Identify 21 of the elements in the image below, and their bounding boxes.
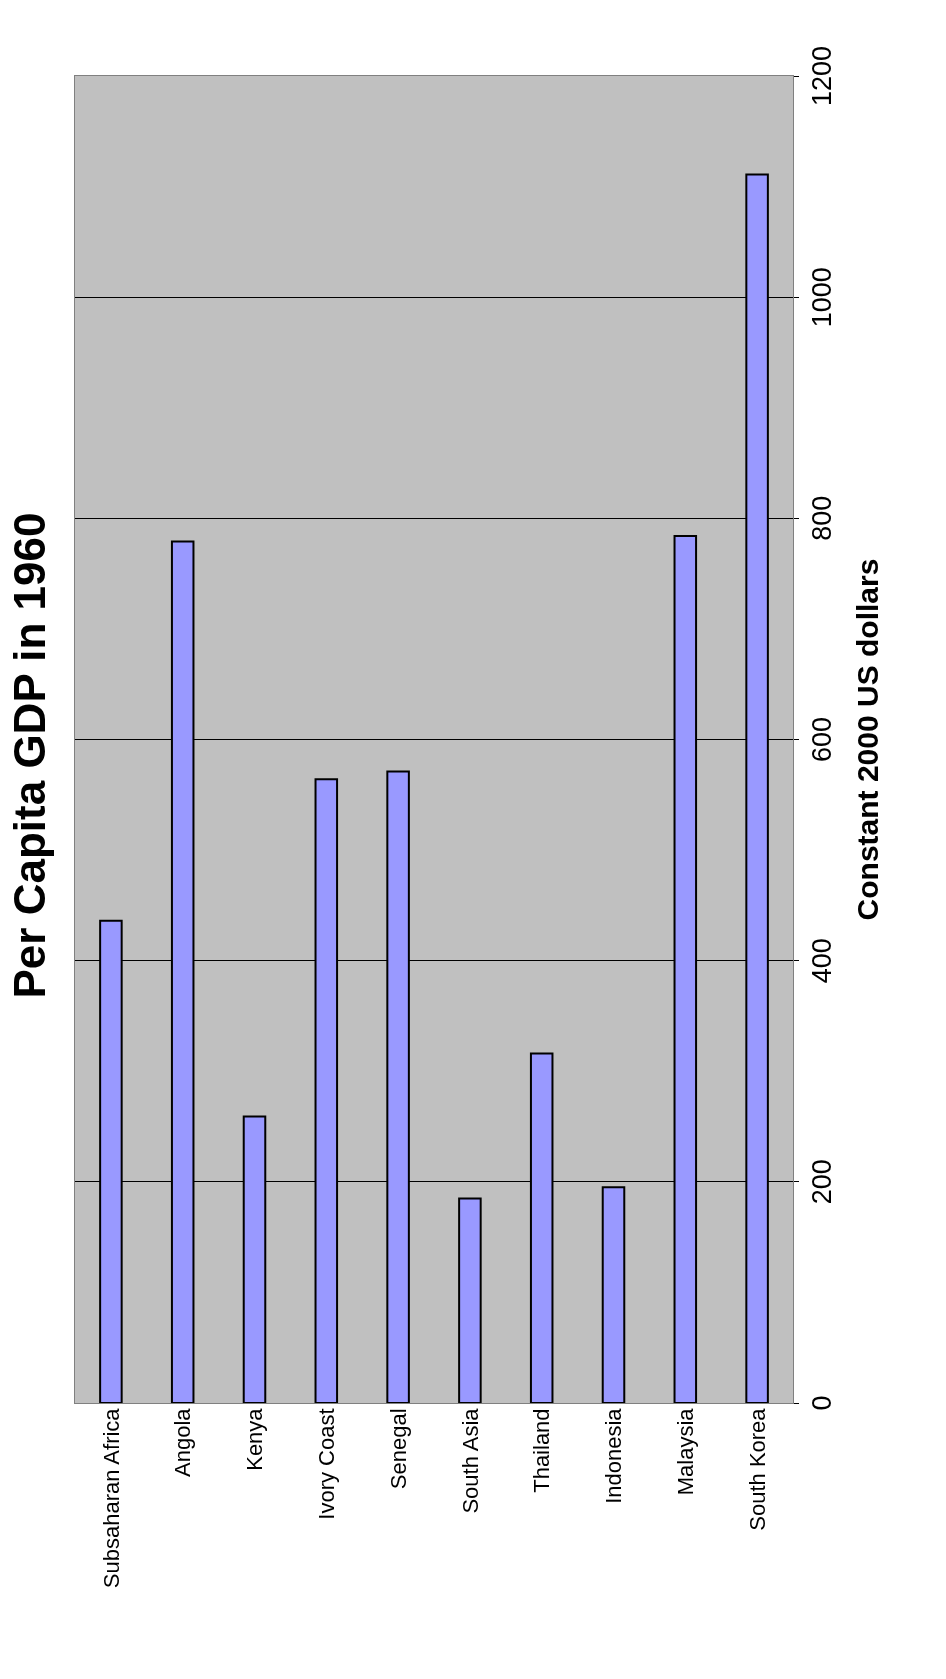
y-tick-label: 1200 xyxy=(807,45,838,107)
x-tick-label: South Asia xyxy=(457,1407,483,1514)
y-axis-title: Constant 2000 US dollars xyxy=(850,558,884,921)
x-tick-label: Malaysia xyxy=(673,1407,698,1496)
x-tick-label: Subsaharan Africa xyxy=(98,1407,124,1589)
x-tick-label: Angola xyxy=(170,1407,196,1477)
bar xyxy=(601,1186,626,1403)
y-tick-label: 800 xyxy=(807,495,838,541)
x-tick-label: Senegal xyxy=(385,1408,411,1490)
bar xyxy=(458,1197,482,1403)
y-tick-label: 0 xyxy=(807,1395,838,1411)
x-tick-label: South Korea xyxy=(744,1407,770,1531)
x-tick-label: Indonesia xyxy=(601,1407,627,1504)
x-tick-label: Ivory Coast xyxy=(314,1408,339,1520)
y-tick-label: 1000 xyxy=(807,267,838,328)
text: Per Capita GDP in 1960 xyxy=(4,512,54,999)
y-tick-label: 400 xyxy=(807,938,838,984)
y-tick-label: 200 xyxy=(807,1159,838,1205)
x-tick-label: Thailand xyxy=(529,1408,555,1493)
x-tick-label: Kenya xyxy=(242,1407,268,1471)
y-tick-label: 600 xyxy=(807,716,838,763)
